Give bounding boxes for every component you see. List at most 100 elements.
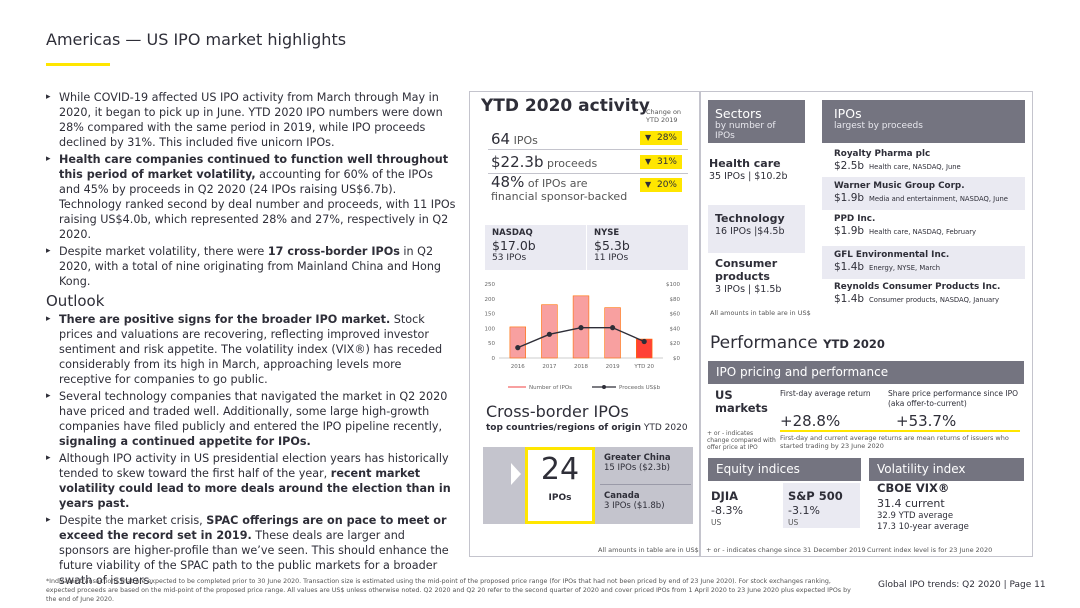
- cross-border-title: Cross-border IPOs: [486, 402, 629, 421]
- us-markets-label: US markets: [715, 388, 768, 415]
- y-right-tick-label: $40: [670, 326, 681, 332]
- y-left-tick-label: 150: [485, 312, 496, 318]
- ytd-proceeds-stat: $22.3b proceeds: [491, 153, 598, 171]
- y-right-tick-label: $20: [670, 341, 681, 347]
- y-left-tick-label: 250: [485, 282, 496, 288]
- volatility-footnote: Current index level is for 23 June 2020: [867, 546, 993, 554]
- ytd-divider: [488, 149, 688, 150]
- ipos-change-badge: 28%: [640, 131, 682, 145]
- cross-border-count-label: IPOs: [548, 493, 572, 503]
- first-day-label: First-day average return: [780, 389, 871, 398]
- y-left-tick-label: 100: [485, 326, 496, 332]
- cross-border-count-bg: [528, 450, 592, 521]
- y-right-tick-label: $80: [670, 297, 681, 303]
- bullet-cross-border: Despite market volatility, there were 17…: [46, 244, 456, 289]
- vix-name: CBOE VIX®: [877, 481, 950, 495]
- outlook-heading: Outlook: [46, 292, 105, 310]
- equity-indices-header: Equity indices: [708, 458, 861, 481]
- equity-footnote: + or - indicates change since 31 Decembe…: [706, 546, 866, 554]
- volatility-header: Volatility index: [869, 458, 1024, 481]
- cross-border-item: Greater China 15 IPOs ($2.3b): [604, 453, 671, 473]
- proceeds-point: [578, 325, 584, 331]
- bullet-election: Although IPO activity in US presidential…: [46, 451, 456, 511]
- ytd-divider: [488, 173, 688, 174]
- share-perf-label: Share price performance since IPO (aka o…: [888, 389, 1018, 408]
- nasdaq-box: NASDAQ $17.0b 53 IPOs: [485, 225, 586, 270]
- page-footnote: *Indicates transactions that are expecte…: [46, 578, 851, 603]
- ipo-item: Royalty Pharma plc $2.5b Health care, NAS…: [834, 149, 961, 172]
- bullet-technology: Several technology companies that naviga…: [46, 389, 456, 449]
- bar-2016: [509, 326, 527, 359]
- page-title: Americas — US IPO market highlights: [46, 30, 347, 49]
- pricing-underline: [780, 430, 1020, 432]
- sector-item: Consumer products 3 IPOs | $1.5b: [715, 257, 782, 295]
- legend-bar-label: Number of IPOs: [529, 385, 572, 391]
- y-left-tick-label: 200: [485, 297, 496, 303]
- x-tick-label: 2016: [511, 364, 525, 370]
- y-right-tick-label: $60: [670, 312, 681, 318]
- cross-border-footnote: All amounts in table are in US$: [598, 546, 699, 554]
- bullet-covid: While COVID-19 affected US IPO activity …: [46, 90, 456, 150]
- bullet-spac: Despite the market crisis, SPAC offering…: [46, 513, 456, 588]
- ipo-activity-chart: 0 50 100 150 200 250 $0 $20 $40 $60 $80 $100 2016 201…: [485, 282, 681, 391]
- cross-border-count: 24: [540, 452, 580, 487]
- proceeds-point: [641, 338, 647, 345]
- legend-bar-swatch: [508, 386, 526, 388]
- bar-2019: [604, 307, 621, 359]
- sectors-ipos-panel: [700, 91, 1033, 557]
- financial-change-badge: 20%: [640, 178, 682, 192]
- x-tick-label: 2017: [542, 364, 556, 370]
- cross-border-subtitle: top countries/regions of origin YTD 2020: [486, 423, 688, 433]
- y-left-tick-label: 0: [492, 356, 496, 362]
- ytd-title: YTD 2020 activity: [481, 96, 650, 116]
- pricing-note-right: First-day and current average returns ar…: [780, 434, 1009, 450]
- cross-border-divider: [600, 484, 691, 485]
- ipo-item: Warner Music Group Corp. $1.9b Media and …: [822, 177, 1025, 210]
- index-item: S&P 500 -3.1% US: [788, 489, 843, 527]
- proceeds-point: [610, 325, 616, 331]
- y-right-tick-label: $100: [666, 282, 680, 288]
- bullet-positive-signs: There are positive signs for the broader…: [46, 312, 456, 387]
- pricing-note-left: + or - indicates change compared with of…: [707, 430, 776, 451]
- sp500-highlight-band: [783, 483, 860, 528]
- y-right-tick-label: $0: [673, 356, 680, 362]
- sector-item: Technology 16 IPOs |$4.5b: [715, 212, 785, 237]
- ytd-activity-panel: [469, 91, 700, 557]
- index-item: DJIA -8.3% US: [711, 489, 743, 527]
- page-number: Global IPO trends: Q2 2020 | Page 11: [878, 580, 1046, 590]
- ytd-ipos-stat: 64 IPOs: [491, 130, 538, 148]
- x-tick-label: 2019: [606, 364, 620, 370]
- legend-line-label: Proceeds US$b: [619, 385, 661, 391]
- pricing-header: IPO pricing and performance: [708, 361, 1024, 384]
- bar-2017: [541, 304, 558, 359]
- ipo-item: Reynolds Consumer Products Inc. $1.4b Con…: [834, 282, 1001, 305]
- left-column: While COVID-19 affected US IPO activity …: [46, 90, 456, 590]
- x-tick-label: 2018: [574, 364, 588, 370]
- title-accent-rule: [46, 63, 110, 66]
- vix-current: 31.4 current: [877, 497, 945, 510]
- legend-line-marker: [602, 385, 606, 389]
- first-day-value: +28.8%: [780, 412, 841, 430]
- sector-highlight-band: [708, 205, 805, 253]
- x-tick-label: YTD 20: [633, 364, 654, 370]
- arrow-right-icon: [511, 463, 521, 485]
- proceeds-change-badge: 31%: [640, 155, 682, 169]
- vix-ytd-average: 32.9 YTD average: [877, 511, 954, 521]
- proceeds-point: [546, 331, 552, 337]
- ytd-financial-stat: 48% of IPOs are financial sponsor-backed: [491, 173, 628, 204]
- nyse-box: NYSE $5.3b 11 IPOs: [587, 225, 688, 270]
- vix-10yr-average: 17.3 10-year average: [877, 522, 969, 532]
- ipos-header: IPOs largest by proceeds: [822, 100, 1025, 143]
- cross-border-item: Canada 3 IPOs ($1.8b): [604, 491, 665, 511]
- sector-item: Health care 35 IPOs | $10.2b: [709, 157, 788, 182]
- sectors-header: Sectors by number of IPOs: [708, 100, 805, 143]
- ytd-change-label: Change on YTD 2019: [646, 108, 682, 124]
- y-left-tick-label: 50: [488, 341, 495, 347]
- bullet-health-care: Health care companies continued to funct…: [46, 152, 456, 242]
- performance-title: Performance YTD 2020: [710, 333, 885, 353]
- sectors-footnote: All amounts in table are in US$: [710, 309, 811, 317]
- proceeds-point: [515, 345, 521, 351]
- share-perf-value: +53.7%: [896, 412, 957, 430]
- ipo-item: PPD Inc. $1.9b Health care, NASDAQ, Febru…: [834, 214, 977, 237]
- ipo-item: GFL Environmental Inc. $1.4b Energy, NYSE…: [822, 246, 1025, 279]
